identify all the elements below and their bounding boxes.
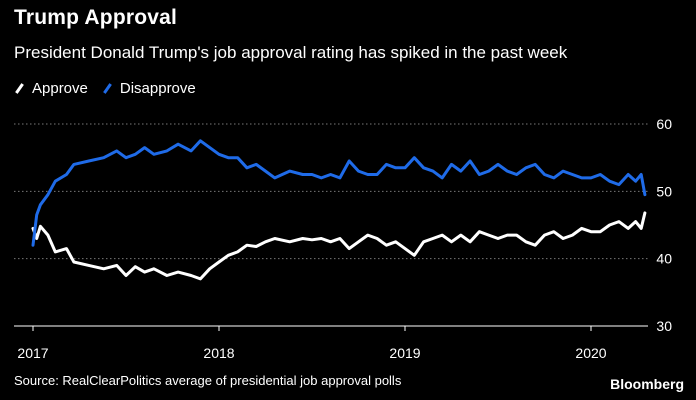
y-tick-label-50: 50	[656, 183, 672, 199]
legend-approve-label: Approve	[32, 80, 88, 97]
legend-disapprove-label: Disapprove	[119, 80, 196, 97]
legend: Approve Disapprove	[14, 80, 196, 97]
y-tick-label-60: 60	[656, 116, 672, 132]
x-tick-label-2017: 2017	[17, 345, 48, 361]
chart-title: Trump Approval	[14, 6, 178, 29]
y-tick-label-40: 40	[656, 251, 672, 267]
bloomberg-logo: Bloomberg	[610, 376, 684, 392]
source-note: Source: RealClearPolitics average of pre…	[14, 373, 402, 388]
x-tick-label-2018: 2018	[203, 345, 234, 361]
legend-item-approve: Approve	[14, 80, 88, 97]
series-line-approve	[31, 211, 647, 281]
series-line-disapprove	[31, 139, 647, 247]
y-tick-label-30: 30	[656, 318, 672, 334]
chart-subtitle: President Donald Trump's job approval ra…	[14, 43, 568, 62]
x-tick-label-2019: 2019	[389, 345, 420, 361]
x-tick-label-2020: 2020	[575, 345, 606, 361]
legend-item-disapprove: Disapprove	[102, 80, 196, 97]
